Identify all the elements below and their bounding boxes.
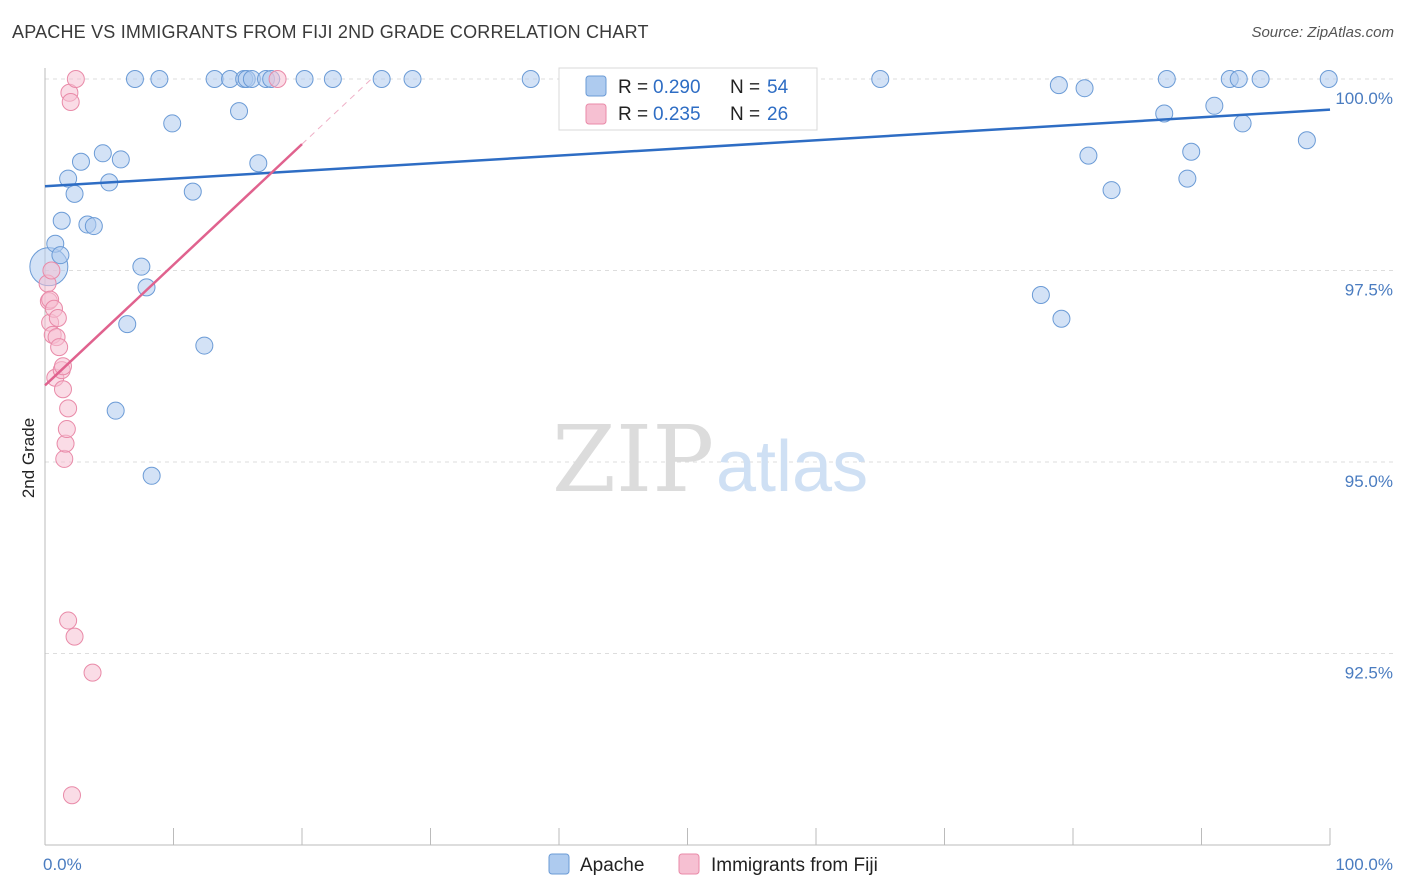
apache-point xyxy=(1049,76,1068,95)
apache-r-label: R = xyxy=(618,77,648,98)
apache-point xyxy=(111,150,130,169)
fiji-point xyxy=(42,261,61,280)
axes xyxy=(44,68,1331,846)
apache-point xyxy=(205,70,224,88)
fiji-points xyxy=(38,70,287,805)
trend-lines xyxy=(44,78,1331,387)
apache-point xyxy=(871,70,890,88)
apache-point xyxy=(1178,169,1197,188)
x-tick-labels: 0.0% 100.0% xyxy=(43,855,1393,874)
apache-point xyxy=(521,70,540,88)
apache-point xyxy=(71,152,90,171)
apache-point xyxy=(93,144,112,163)
apache-legend-swatch xyxy=(585,75,607,97)
fiji-series-swatch xyxy=(678,853,700,875)
gridlines xyxy=(45,78,1395,654)
y-axis-label: 2nd Grade xyxy=(19,418,38,498)
chart-source: Source: ZipAtlas.com xyxy=(1251,24,1394,41)
apache-point xyxy=(51,246,70,265)
apache-series-label: Apache xyxy=(580,855,644,876)
fiji-trend-extension xyxy=(301,78,372,145)
apache-point xyxy=(106,401,125,420)
series-legend: Apache Immigrants from Fiji xyxy=(548,853,878,876)
apache-point xyxy=(1251,70,1270,88)
apache-point xyxy=(295,70,314,88)
apache-point xyxy=(1157,70,1176,88)
apache-point xyxy=(183,182,202,201)
apache-point xyxy=(163,114,182,133)
x-tick-label: 100.0% xyxy=(1335,855,1393,874)
apache-point xyxy=(1205,96,1224,115)
apache-point xyxy=(118,315,137,334)
fiji-point xyxy=(66,70,85,88)
apache-n-label: N = xyxy=(730,77,760,98)
fiji-n-value: 26 xyxy=(767,104,788,125)
fiji-n-label: N = xyxy=(730,104,760,125)
apache-n-value: 54 xyxy=(767,77,789,98)
stats-legend: R = 0.290 N = 54 R = 0.235 N = 26 xyxy=(558,67,818,131)
apache-point xyxy=(142,466,161,485)
fiji-point xyxy=(61,92,80,111)
fiji-point xyxy=(83,663,102,682)
fiji-series-label: Immigrants from Fiji xyxy=(711,855,878,876)
fiji-r-label: R = xyxy=(618,104,648,125)
apache-point xyxy=(1031,286,1050,305)
apache-point xyxy=(52,211,71,230)
apache-point xyxy=(1233,114,1252,133)
fiji-legend-swatch xyxy=(585,103,607,125)
apache-trend-line xyxy=(44,108,1331,188)
fiji-point xyxy=(57,420,76,439)
apache-points xyxy=(29,70,1338,485)
y-tick-label: 95.0% xyxy=(1345,472,1393,491)
fiji-r-value: 0.235 xyxy=(653,104,701,125)
apache-point xyxy=(125,70,144,88)
fiji-point xyxy=(59,399,78,418)
apache-point xyxy=(65,184,84,203)
y-tick-label: 100.0% xyxy=(1335,89,1393,108)
fiji-point xyxy=(65,627,84,646)
apache-point xyxy=(1052,309,1071,328)
apache-point xyxy=(137,278,156,297)
fiji-point xyxy=(48,308,67,327)
fiji-point xyxy=(59,611,78,630)
apache-point xyxy=(230,102,249,121)
apache-r-value: 0.290 xyxy=(653,77,701,98)
apache-point xyxy=(1079,146,1098,165)
apache-point xyxy=(249,154,268,173)
chart-title: APACHE VS IMMIGRANTS FROM FIJI 2ND GRADE… xyxy=(12,22,649,42)
apache-point xyxy=(150,70,169,88)
apache-point xyxy=(1102,181,1121,200)
fiji-trend-line xyxy=(44,143,303,387)
watermark-zip: ZIP xyxy=(552,406,714,513)
y-tick-label: 92.5% xyxy=(1345,664,1393,683)
fiji-point xyxy=(53,357,72,376)
apache-point xyxy=(323,70,342,88)
apache-point xyxy=(1229,70,1248,88)
apache-point xyxy=(84,217,103,236)
apache-point xyxy=(372,70,391,88)
apache-point xyxy=(1075,79,1094,98)
y-tick-labels: 100.0% 97.5% 95.0% 92.5% xyxy=(1335,89,1393,683)
x-tick-label: 0.0% xyxy=(43,855,82,874)
fiji-point xyxy=(50,338,69,357)
watermark: ZIP atlas xyxy=(552,406,868,513)
fiji-point xyxy=(62,786,81,805)
apache-point xyxy=(1182,142,1201,161)
y-tick-label: 97.5% xyxy=(1345,281,1393,300)
fiji-point xyxy=(53,380,72,399)
apache-point xyxy=(403,70,422,88)
apache-point xyxy=(132,257,151,276)
apache-point xyxy=(1319,70,1338,88)
apache-point xyxy=(1297,131,1316,150)
watermark-atlas: atlas xyxy=(716,427,868,507)
apache-point xyxy=(59,169,78,188)
apache-point xyxy=(1155,104,1174,123)
apache-point xyxy=(195,336,214,355)
fiji-point xyxy=(55,449,74,468)
apache-series-swatch xyxy=(548,853,570,875)
fiji-point xyxy=(268,70,287,88)
